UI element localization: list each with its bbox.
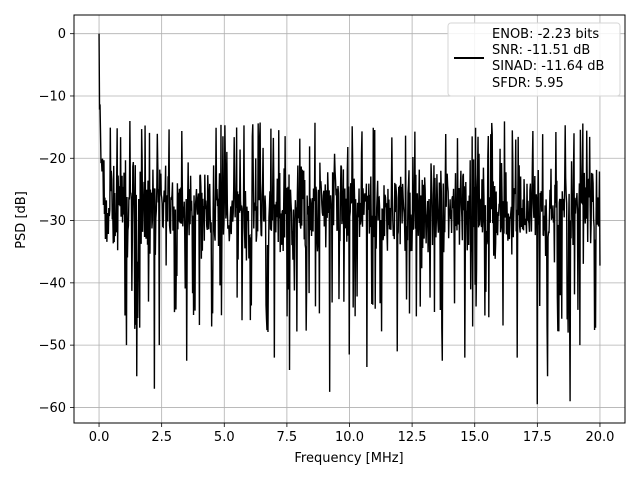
legend-text-sinad: SINAD: -11.64 dB [492,59,604,74]
x-tick-label: 12.5 [398,430,427,445]
y-tick-label: −10 [39,89,66,104]
y-axis-ticks: 0 −10 −20 −30 −40 −50 −60 [39,27,74,416]
y-tick-label: −60 [39,401,66,416]
x-tick-label: 17.5 [523,430,552,445]
x-tick-label: 5.0 [214,430,235,445]
y-tick-label: −40 [39,276,66,291]
x-tick-label: 20.0 [585,430,614,445]
series-line-psd [98,33,601,405]
y-tick-label: −30 [39,214,66,229]
legend-box [447,22,621,97]
x-tick-label: 2.5 [151,430,172,445]
x-axis-label: Frequency [MHz] [294,451,403,466]
plot-region [98,33,601,405]
x-tick-label: 10.0 [335,430,364,445]
x-tick-label: 7.5 [277,430,298,445]
y-axis-label: PSD [dB] [14,191,29,249]
legend-text-sfdr: SFDR: 5.95 [492,76,564,91]
x-axis-ticks: 0.0 2.5 5.0 7.5 10.0 12.5 15.0 17.5 20.0 [89,423,614,445]
legend: ENOB: -2.23 bits SNR: -11.51 dB SINAD: -… [447,22,621,97]
y-tick-label: −50 [39,339,66,354]
x-tick-label: 0.0 [89,430,110,445]
x-tick-label: 15.0 [460,430,489,445]
legend-text-snr: SNR: -11.51 dB [492,43,590,58]
legend-text-enob: ENOB: -2.23 bits [492,27,599,42]
y-tick-label: −20 [39,152,66,167]
y-tick-label: 0 [58,27,66,42]
